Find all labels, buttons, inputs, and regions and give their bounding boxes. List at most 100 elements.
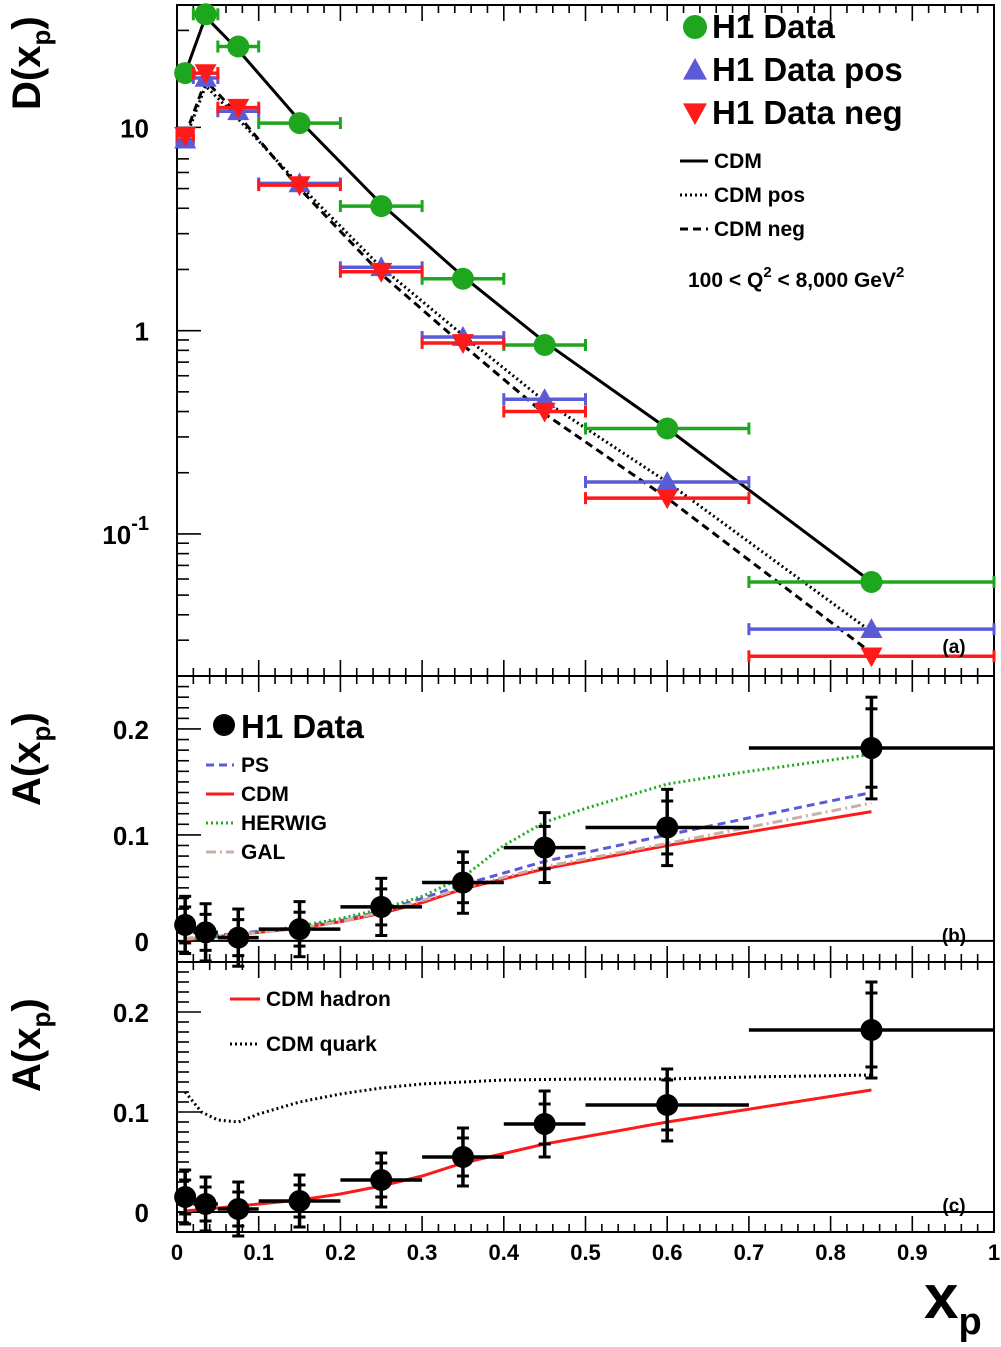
x-tick-label: 0.9 (897, 1240, 928, 1265)
data-point (227, 35, 250, 58)
y-tick-label-part: 0.2 (113, 998, 149, 1028)
data-point (174, 1186, 197, 1208)
panel-tag: (c) (942, 1196, 965, 1217)
y-axis-label-part: p (26, 726, 56, 742)
x-tick-label: 0.5 (570, 1240, 601, 1265)
data-point (533, 402, 556, 423)
legend-marker (683, 58, 707, 80)
x-tick-label-part: 0.3 (407, 1240, 438, 1265)
x-tick-label: 0.3 (407, 1240, 438, 1265)
legend-label-part: CDM pos (714, 184, 805, 207)
y-tick-label-part: 0.1 (113, 1098, 149, 1128)
legend-label: CDM pos (714, 184, 805, 207)
y-tick-label-part: -1 (131, 513, 149, 535)
legend-label-part: PS (241, 754, 269, 777)
data-point (227, 1198, 250, 1220)
data-point (533, 1113, 556, 1135)
data-point (194, 1193, 217, 1215)
legend-label-part: CDM (714, 150, 762, 173)
y-tick-label-part: 0 (135, 1198, 149, 1228)
y-tick-label-part: 0.1 (113, 821, 149, 851)
data-point (533, 333, 556, 356)
y-axis-label-part: A(x (5, 1028, 49, 1092)
x-tick-label: 0 (171, 1240, 183, 1265)
y-axis-label-part: ) (5, 16, 49, 29)
legend-label-part: H1 Data (712, 8, 836, 45)
x-axis-label-part: p (958, 1301, 981, 1343)
data-point (370, 895, 393, 918)
data-point (194, 921, 217, 944)
y-tick-label: 0 (135, 1198, 149, 1228)
legend-label: CDM (241, 783, 289, 806)
legend-label-part: H1 Data neg (712, 94, 903, 131)
y-tick-label: 10 (120, 113, 149, 143)
cut-label-part: 2 (896, 264, 904, 281)
x-tick-label: 0.4 (489, 1240, 520, 1265)
x-tick-label-part: 0.2 (325, 1240, 356, 1265)
data-point (370, 195, 393, 218)
data-point (174, 913, 197, 936)
series-h1-data (174, 695, 994, 968)
data-point (288, 918, 311, 941)
legend-label: CDM quark (266, 1033, 377, 1056)
y-tick-label: 1 (135, 317, 149, 347)
legend-label: CDM hadron (266, 988, 391, 1011)
y-tick-label-part: 10 (120, 113, 149, 143)
data-point (370, 262, 393, 283)
legend-label: PS (241, 754, 269, 777)
legend-label: H1 Data (712, 8, 836, 45)
legend-label: H1 Data neg (712, 94, 903, 131)
data-point (227, 98, 250, 119)
y-tick-label-part: 10 (102, 520, 131, 550)
x-tick-label: 0.8 (815, 1240, 846, 1265)
data-point (656, 417, 679, 440)
x-axis-label: xp (924, 1263, 982, 1343)
panel-c-asymmetry-hadron-quark: 0.2 0.1 0 A(xp) (c) CDM hadron CDM quark (5, 961, 995, 1238)
x-tick-label-part: 0 (171, 1240, 183, 1265)
data-point (656, 816, 679, 839)
legend-marker (683, 103, 707, 125)
data-point (370, 1169, 393, 1191)
data-point (451, 871, 474, 894)
series-h1-data (174, 980, 994, 1238)
legend-label: H1 Data pos (712, 51, 903, 88)
panel-tag-part: (b) (942, 926, 966, 947)
y-axis-label: D(xp) (5, 16, 56, 110)
x-tick-label-part: 0.5 (570, 1240, 601, 1265)
y-tick-label: 0.1 (113, 821, 149, 851)
x-axis-label-part: x (924, 1263, 959, 1332)
legend-label: H1 Data (241, 708, 365, 745)
legend-marker (683, 15, 707, 39)
y-tick-label: 10-1 (102, 513, 149, 550)
series-h1-data-neg (174, 64, 996, 668)
x-tick-label-part: 1 (988, 1240, 1000, 1265)
data-point (227, 926, 250, 949)
y-axis-label-part: p (26, 30, 56, 46)
data-point (451, 267, 474, 290)
y-axis-label-part: A(x (5, 742, 49, 806)
legend-label-part: H1 Data pos (712, 51, 903, 88)
x-tick-label: 0.6 (652, 1240, 683, 1265)
data-point (174, 62, 197, 85)
x-tick-label: 0.7 (734, 1240, 765, 1265)
x-tick-label: 0.1 (243, 1240, 274, 1265)
x-tick-label-part: 0.7 (734, 1240, 765, 1265)
cut-label-part: 2 (763, 264, 771, 281)
data-point (451, 334, 474, 354)
y-axis-label: A(xp) (5, 998, 56, 1092)
data-point (656, 1094, 679, 1116)
data-point (656, 471, 679, 491)
y-tick-label: 0.2 (113, 998, 149, 1028)
line-cdm-quark (184, 1073, 872, 1124)
data-point (194, 3, 217, 26)
legend-label-part: GAL (241, 841, 286, 864)
panel-tag: (b) (942, 926, 966, 947)
y-tick-label-part: 0 (135, 927, 149, 957)
panel-tag-part: (a) (942, 637, 965, 658)
y-axis-label-part: D(x (5, 46, 49, 110)
data-point (860, 571, 883, 594)
data-point (860, 647, 883, 668)
data-point (860, 737, 883, 760)
